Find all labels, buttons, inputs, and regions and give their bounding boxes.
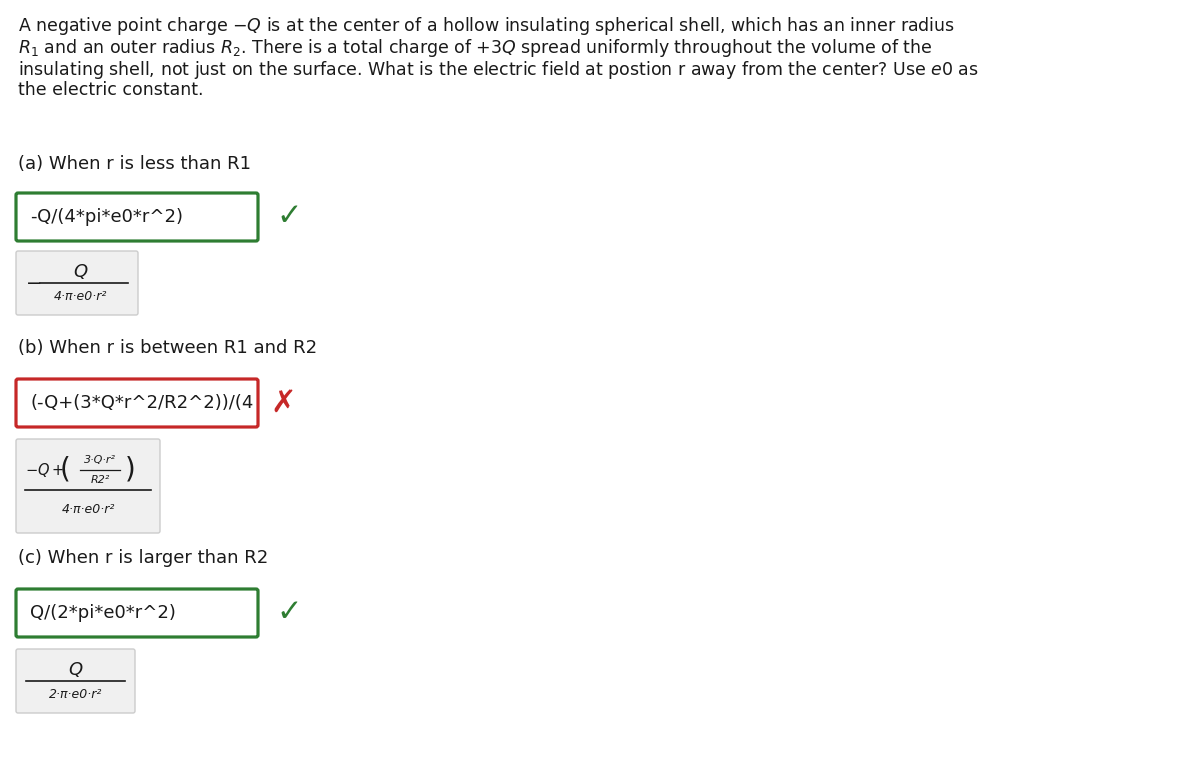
Text: A negative point charge $-Q$ is at the center of a hollow insulating spherical s: A negative point charge $-Q$ is at the c… bbox=[18, 15, 955, 37]
Text: ✓: ✓ bbox=[276, 202, 301, 231]
Text: (b) When r is between R1 and R2: (b) When r is between R1 and R2 bbox=[18, 339, 317, 357]
FancyBboxPatch shape bbox=[16, 649, 134, 713]
Text: -Q/(4*pi*e0*r^2): -Q/(4*pi*e0*r^2) bbox=[30, 208, 182, 226]
Text: Q/(2*pi*e0*r^2): Q/(2*pi*e0*r^2) bbox=[30, 604, 176, 622]
Text: −: − bbox=[26, 273, 42, 292]
FancyBboxPatch shape bbox=[16, 379, 258, 427]
Text: $-Q+$: $-Q+$ bbox=[25, 461, 65, 479]
FancyBboxPatch shape bbox=[16, 589, 258, 637]
Text: 4·π·e0·r²: 4·π·e0·r² bbox=[53, 290, 107, 303]
Text: insulating shell, not just on the surface. What is the electric field at postion: insulating shell, not just on the surfac… bbox=[18, 59, 978, 81]
Text: ✗: ✗ bbox=[270, 388, 295, 417]
Text: Q: Q bbox=[73, 263, 88, 282]
Text: Q: Q bbox=[68, 662, 83, 679]
Text: 4·π·e0·r²: 4·π·e0·r² bbox=[61, 503, 115, 516]
Text: (: ( bbox=[60, 456, 71, 484]
Text: $R_1$ and an outer radius $R_2$. There is a total charge of $+3Q$ spread uniform: $R_1$ and an outer radius $R_2$. There i… bbox=[18, 37, 932, 59]
FancyBboxPatch shape bbox=[16, 439, 160, 533]
Text: ✓: ✓ bbox=[276, 598, 301, 627]
Text: R2²: R2² bbox=[90, 475, 109, 485]
FancyBboxPatch shape bbox=[16, 251, 138, 315]
Text: (c) When r is larger than R2: (c) When r is larger than R2 bbox=[18, 549, 269, 567]
Text: the electric constant.: the electric constant. bbox=[18, 81, 204, 99]
Text: (a) When r is less than R1: (a) When r is less than R1 bbox=[18, 155, 251, 173]
Text: 3·Q·r²: 3·Q·r² bbox=[84, 455, 116, 465]
Text: (-Q+(3*Q*r^2/R2^2))/(4: (-Q+(3*Q*r^2/R2^2))/(4 bbox=[30, 394, 253, 412]
Text: 2·π·e0·r²: 2·π·e0·r² bbox=[49, 687, 102, 700]
Text: ): ) bbox=[125, 456, 136, 484]
FancyBboxPatch shape bbox=[16, 193, 258, 241]
